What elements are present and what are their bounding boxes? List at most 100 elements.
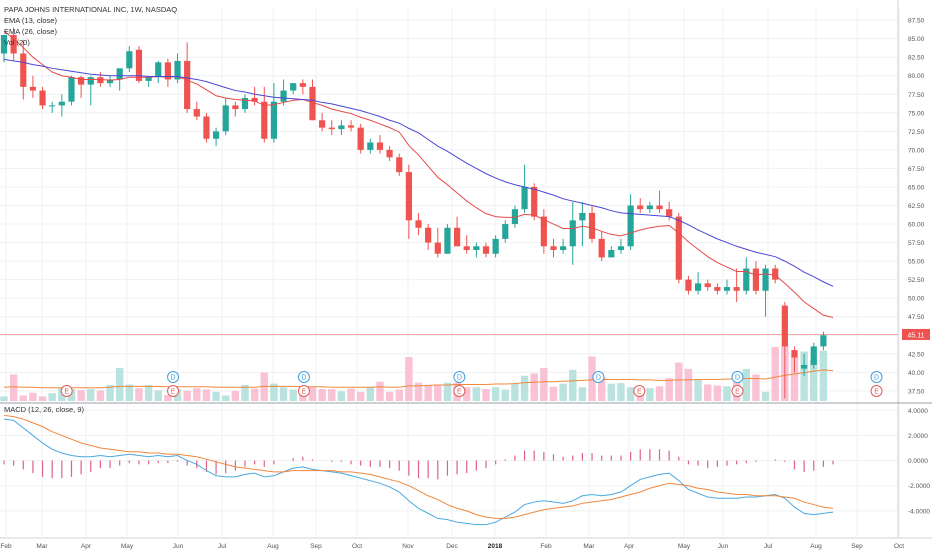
macd-axis[interactable]: 4.0000 2.0000 0.0000 -2.0000 -4.0000 (908, 408, 930, 516)
candle-body (810, 346, 817, 365)
candle-body (579, 212, 586, 221)
candle (396, 153, 403, 176)
candle-body (502, 224, 509, 239)
candle-body (801, 364, 808, 369)
time-tick-label: Aug (267, 543, 279, 550)
volume-bar (385, 391, 394, 401)
candle (251, 86, 258, 106)
price-tick-label: 60.00 (908, 222, 925, 229)
price-tick-label: 65.00 (908, 184, 925, 191)
candle (685, 275, 692, 295)
candle-body (203, 116, 210, 139)
time-axis[interactable]: Feb Mar Apr May Jun Jul Aug Sep Oct Nov Dec 2018 Feb… (0, 537, 932, 550)
candle-body (434, 242, 441, 254)
volume-bar (38, 396, 47, 401)
candle (270, 83, 278, 143)
candle-body (723, 287, 731, 291)
candle (434, 227, 441, 258)
volume-legend[interactable]: Vol (20) (4, 38, 30, 47)
candle (453, 216, 461, 247)
earnings-marker: E (60, 385, 73, 397)
marker-label: E (302, 389, 307, 396)
ema13-line (3, 30, 834, 318)
candle-body (68, 77, 75, 102)
price-tick-label: 50.00 (908, 296, 925, 303)
candle-body (376, 142, 384, 150)
candle (405, 164, 412, 239)
marker-label: E (171, 389, 176, 396)
volume-bar (270, 383, 278, 401)
volume-bar (58, 388, 66, 401)
candle-body (232, 105, 239, 110)
volume-bar (540, 368, 548, 401)
candlesticks (0, 27, 827, 399)
marker-circle (870, 371, 883, 383)
price-tick-label: 70.00 (908, 147, 925, 154)
volume-bar (694, 379, 702, 401)
ema26-legend[interactable]: EMA (26, close) (4, 27, 57, 36)
marker-label: E (457, 389, 462, 396)
candle-body (193, 109, 200, 117)
marker-circle (633, 385, 646, 397)
candle-body (58, 101, 65, 106)
candle-body (347, 125, 355, 128)
volume-bar (164, 395, 172, 401)
candle-body (319, 120, 326, 128)
candle (801, 353, 808, 377)
candle-body (444, 227, 451, 254)
volume-bar (713, 385, 722, 401)
macd-tick-label: -4.0000 (908, 508, 930, 515)
volume-bar (231, 390, 240, 401)
volume-bar (569, 369, 577, 401)
candle-body (155, 62, 162, 78)
candle (675, 212, 682, 284)
earnings-marker: E (167, 385, 180, 397)
earnings-marker: E (297, 385, 310, 397)
ema26-line (3, 58, 834, 287)
candle (20, 40, 27, 100)
marker-label: D (457, 375, 462, 382)
earnings-marker: E (453, 385, 466, 397)
candle (492, 235, 499, 258)
candle (39, 86, 46, 110)
volume-bar (328, 389, 336, 401)
candle-body (386, 149, 393, 158)
candle-body (694, 283, 702, 291)
ema13-legend[interactable]: EMA (13, close) (4, 16, 57, 25)
volume-bar (19, 395, 27, 401)
candle (290, 83, 297, 95)
candle (550, 238, 557, 258)
candle-body (280, 90, 287, 102)
candle-body (608, 249, 615, 258)
volume-bar (29, 392, 37, 401)
volume-bar (646, 388, 654, 401)
volume-bar (337, 391, 346, 401)
candle-body (299, 83, 306, 87)
price-badge: 45.11 (902, 328, 930, 340)
candle (560, 238, 567, 254)
candle (579, 201, 586, 247)
candle (203, 112, 210, 143)
candle-body (338, 125, 345, 130)
volume-bar (135, 388, 143, 401)
candle-body (415, 220, 422, 228)
candle-body (116, 68, 123, 80)
marker-circle (731, 371, 744, 383)
volume-bar (472, 387, 481, 401)
time-tick-label: Dec (446, 543, 458, 550)
macd-tick-label: 2.0000 (908, 433, 928, 440)
candle (666, 201, 673, 221)
volume-bar (607, 383, 616, 401)
candle-body (733, 287, 740, 291)
volume-bar (501, 389, 509, 401)
candle (704, 279, 711, 291)
candle (212, 127, 220, 147)
volume-bar (617, 383, 625, 401)
macd-legend[interactable]: MACD (12, 26, close, 9) (4, 405, 85, 414)
candle-body (627, 205, 634, 247)
time-tick-label: May (678, 543, 691, 550)
candle-body (405, 172, 412, 221)
dividend-marker: D (592, 371, 605, 383)
candle (299, 79, 306, 95)
